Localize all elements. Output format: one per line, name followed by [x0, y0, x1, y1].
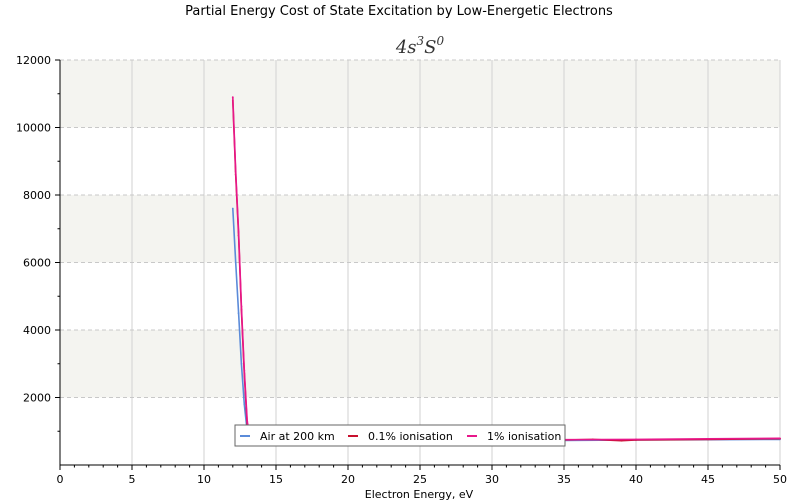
- data-point: [779, 437, 781, 440]
- x-tick-label: 10: [197, 473, 211, 486]
- data-point: [246, 420, 249, 423]
- x-tick-label: 35: [557, 473, 571, 486]
- data-point: [234, 170, 237, 173]
- legend-box: [234, 424, 566, 447]
- y-tick-label: 8000: [23, 189, 51, 202]
- grid: [60, 59, 781, 465]
- x-tick-label: 45: [701, 473, 715, 486]
- y-tick-label: 10000: [16, 122, 51, 135]
- legend: Air at 200 km 0.1% ionisation 1% ionisatio…: [234, 424, 566, 447]
- x-tick-label: 30: [485, 473, 499, 486]
- data-point: [231, 96, 234, 99]
- data-point: [237, 312, 240, 315]
- x-tick-label: 50: [773, 473, 787, 486]
- data-point: [237, 231, 240, 234]
- data-point: [707, 437, 709, 440]
- legend-label-2: 0.1% ionisation: [368, 430, 453, 443]
- data-point: [234, 261, 237, 264]
- x-tick-label: 20: [341, 473, 355, 486]
- data-point: [240, 362, 243, 365]
- chart-subtitle: 4s3S0: [395, 34, 445, 58]
- x-axis-ticks: 0 5 10 15 20 25 30 35 40 45 50: [57, 465, 787, 486]
- x-tick-label: 25: [413, 473, 427, 486]
- y-tick-label: 6000: [23, 257, 51, 270]
- legend-label-3: 1% ionisation: [487, 430, 561, 443]
- y-axis-ticks: 2000 4000 6000 8000 10000 12000: [16, 54, 60, 432]
- y-tick-label: 12000: [16, 54, 51, 67]
- data-point: [243, 403, 246, 406]
- x-tick-label: 5: [129, 473, 136, 486]
- y-tick-label: 4000: [23, 324, 51, 337]
- x-tick-label: 15: [269, 473, 283, 486]
- x-tick-label: 40: [629, 473, 643, 486]
- data-point: [240, 305, 243, 308]
- chart-title: Partial Energy Cost of State Excitation …: [185, 4, 613, 19]
- y-tick-label: 2000: [23, 392, 51, 405]
- data-point: [635, 438, 637, 441]
- x-axis-label: Electron Energy, eV: [365, 488, 474, 500]
- x-tick-label: 0: [57, 473, 64, 486]
- data-point: [243, 369, 246, 372]
- legend-label-1: Air at 200 km: [260, 430, 335, 443]
- data-point: [231, 207, 234, 210]
